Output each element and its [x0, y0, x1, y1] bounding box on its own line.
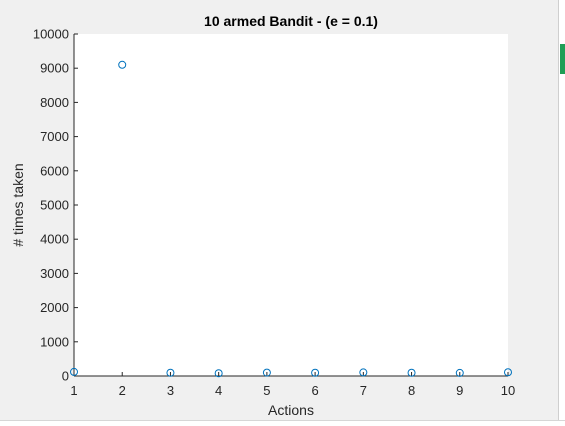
x-tick-label: 4: [215, 383, 222, 398]
plot-area: [74, 34, 508, 376]
y-tick-label: 6000: [40, 163, 69, 178]
y-tick-label: 7000: [40, 129, 69, 144]
y-axis-ticks: 0 1000 2000 3000 4000 5000 6000 7000 8000 9000 100…: [33, 27, 78, 384]
y-tick-label: 10000: [33, 27, 69, 42]
y-tick-label: 5000: [40, 198, 69, 213]
x-tick-label: 5: [263, 383, 270, 398]
x-tick-label: 7: [360, 383, 367, 398]
x-tick-label: 1: [70, 383, 77, 398]
y-tick-label: 1000: [40, 334, 69, 349]
y-tick-label: 3000: [40, 266, 69, 281]
x-tick-label: 10: [501, 383, 515, 398]
y-tick-label: 9000: [40, 61, 69, 76]
y-axis-label: # times taken: [10, 163, 26, 246]
x-tick-label: 6: [311, 383, 318, 398]
y-tick-label: 2000: [40, 300, 69, 315]
x-tick-label: 2: [119, 383, 126, 398]
x-tick-label: 8: [408, 383, 415, 398]
y-tick-label: 0: [62, 369, 69, 384]
y-tick-label: 4000: [40, 232, 69, 247]
x-axis-label: Actions: [268, 402, 314, 418]
y-tick-label: 8000: [40, 95, 69, 110]
chart-title: 10 armed Bandit - (e = 0.1): [204, 13, 378, 29]
x-tick-label: 3: [167, 383, 174, 398]
x-tick-label: 9: [456, 383, 463, 398]
